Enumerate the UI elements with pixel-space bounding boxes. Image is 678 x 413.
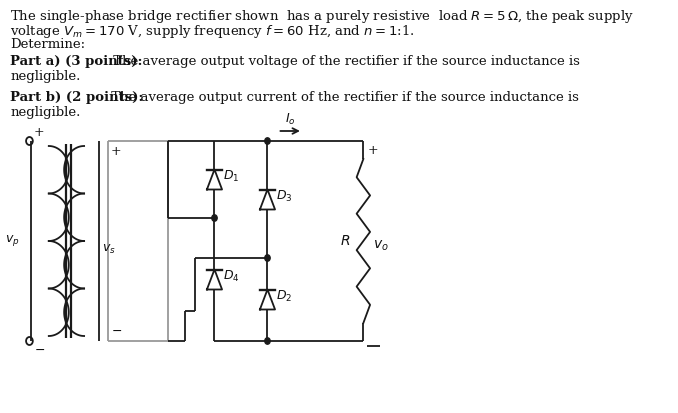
Text: $D_2$: $D_2$ [276, 289, 292, 304]
Text: negligible.: negligible. [10, 106, 81, 119]
Text: $-$: $-$ [111, 324, 122, 337]
Circle shape [265, 255, 270, 261]
Text: voltage $V_m = 170$ V, supply frequency $f = 60$ Hz, and $n = 1$:1.: voltage $V_m = 170$ V, supply frequency … [10, 23, 415, 40]
Text: Determine:: Determine: [10, 38, 85, 51]
Text: $R$: $R$ [340, 234, 351, 248]
Text: $v_p$: $v_p$ [5, 233, 20, 249]
Circle shape [265, 138, 270, 144]
Text: $D_1$: $D_1$ [223, 169, 239, 184]
Text: +: + [111, 145, 121, 158]
Text: Part b) (2 points):: Part b) (2 points): [10, 91, 144, 104]
Text: The average output current of the rectifier if the source inductance is: The average output current of the rectif… [107, 91, 579, 104]
Text: $D_4$: $D_4$ [223, 269, 239, 284]
Text: $I_o$: $I_o$ [285, 112, 296, 127]
Text: negligible.: negligible. [10, 70, 81, 83]
Text: The average output voltage of the rectifier if the source inductance is: The average output voltage of the rectif… [108, 55, 580, 68]
Text: $D_3$: $D_3$ [276, 189, 292, 204]
Circle shape [265, 338, 270, 344]
Text: The single-phase bridge rectifier shown  has a purely resistive  load $R = 5\,\O: The single-phase bridge rectifier shown … [10, 8, 634, 25]
Text: +: + [367, 144, 378, 157]
Text: Part a) (3 points):: Part a) (3 points): [10, 55, 142, 68]
Text: $v_s$: $v_s$ [102, 242, 115, 256]
Text: +: + [34, 126, 44, 139]
Text: $-$: $-$ [34, 343, 45, 356]
Circle shape [212, 215, 217, 221]
Text: $v_o$: $v_o$ [374, 239, 389, 253]
